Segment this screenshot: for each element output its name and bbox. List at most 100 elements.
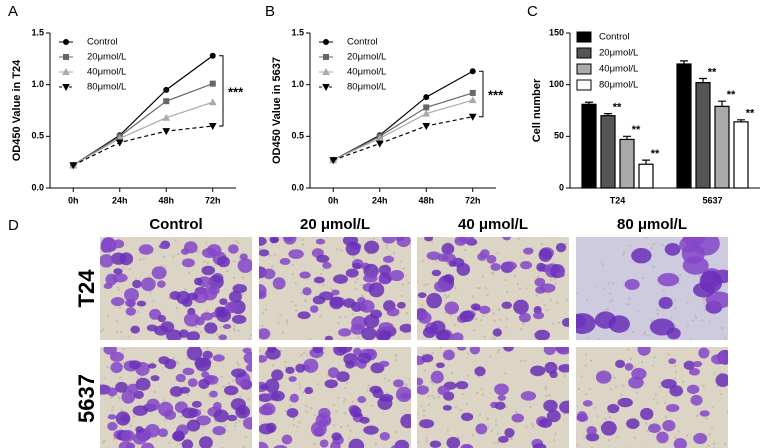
pore — [394, 430, 397, 434]
pore — [423, 369, 427, 372]
legend-label: 80μmol/L — [347, 82, 386, 93]
pore — [128, 267, 132, 271]
pore — [372, 237, 376, 240]
cell — [245, 363, 252, 372]
marker — [469, 68, 476, 75]
pore — [476, 287, 480, 290]
cell — [492, 328, 502, 337]
pore — [232, 260, 236, 263]
cell — [231, 314, 247, 325]
pore — [496, 351, 500, 354]
pore — [241, 293, 244, 296]
pore — [662, 289, 666, 292]
pore — [233, 327, 236, 330]
pore — [234, 239, 237, 243]
cell — [100, 242, 111, 253]
cell — [389, 270, 405, 282]
pore — [121, 266, 125, 269]
pore — [291, 273, 294, 276]
pore — [446, 428, 449, 432]
marker — [423, 94, 430, 101]
pore — [459, 408, 462, 412]
annotation: *** — [488, 87, 504, 102]
cell — [692, 361, 703, 368]
cell — [378, 277, 389, 284]
legend-label: 80μmol/L — [87, 82, 126, 93]
pore — [708, 433, 711, 436]
cell — [546, 409, 561, 423]
cell — [477, 252, 487, 261]
pore — [497, 308, 500, 311]
cell — [693, 433, 708, 445]
series-line — [333, 116, 473, 161]
bar — [581, 103, 597, 189]
panel-label: A — [8, 3, 18, 20]
cell — [338, 328, 352, 337]
pore — [127, 335, 130, 338]
cell — [470, 303, 481, 311]
cell — [259, 423, 275, 435]
series-line — [332, 92, 473, 161]
cell — [132, 279, 142, 289]
pore — [691, 319, 695, 323]
cell — [460, 444, 472, 448]
pore — [420, 405, 423, 408]
cell — [272, 277, 286, 290]
pore — [611, 298, 614, 302]
cell — [259, 284, 267, 298]
cell — [186, 419, 201, 432]
pore — [510, 437, 514, 440]
cell — [181, 407, 198, 419]
pore — [296, 426, 299, 429]
cell — [198, 378, 210, 390]
legend-label: Control — [87, 37, 118, 48]
cell — [222, 324, 232, 330]
pore — [629, 357, 632, 361]
pore — [425, 437, 429, 440]
cell — [656, 431, 669, 444]
cell — [124, 288, 139, 302]
pore — [537, 275, 540, 278]
row-label: 5637 — [74, 374, 99, 423]
pore — [490, 429, 494, 432]
cell — [113, 268, 123, 275]
cell — [351, 316, 367, 330]
cell — [498, 436, 509, 443]
pore — [401, 283, 404, 286]
cell — [624, 363, 634, 371]
pore — [489, 355, 492, 359]
pore — [443, 294, 447, 297]
pore — [226, 270, 229, 273]
pore — [247, 398, 250, 401]
cell — [209, 390, 218, 398]
cell — [363, 273, 378, 283]
cell — [212, 401, 222, 411]
cell — [322, 261, 332, 269]
pore — [117, 288, 120, 292]
pore — [168, 296, 171, 300]
cell — [637, 347, 651, 356]
y-tick-label: 0.0 — [31, 182, 44, 192]
pore — [297, 421, 301, 424]
pore — [589, 359, 593, 362]
cell — [555, 271, 565, 278]
pore — [490, 272, 494, 275]
marker — [468, 113, 477, 121]
cell — [710, 354, 727, 365]
cell — [329, 296, 344, 310]
pore — [352, 256, 355, 259]
cell — [617, 397, 633, 408]
cell — [147, 363, 157, 369]
marker — [323, 39, 329, 45]
pore — [101, 328, 105, 331]
pore — [631, 330, 635, 334]
cell — [520, 391, 537, 401]
cell — [157, 428, 169, 438]
pore — [339, 315, 342, 319]
y-tick-label: 100 — [549, 79, 564, 89]
pore — [540, 242, 544, 246]
pore — [646, 334, 649, 337]
pore — [446, 262, 449, 265]
cell — [259, 328, 271, 340]
pore — [110, 396, 113, 399]
